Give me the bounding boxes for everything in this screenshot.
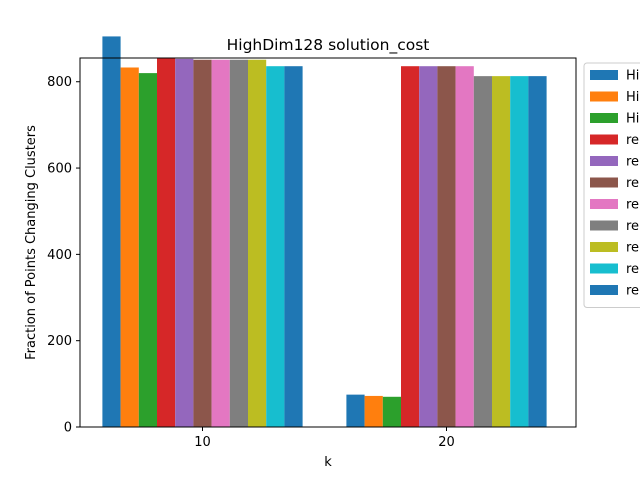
bar-series-9-k-10 [266, 66, 285, 427]
legend-swatch [590, 242, 618, 252]
bar-series-6-k-20 [455, 66, 474, 427]
x-tick-label: 10 [194, 435, 211, 450]
legend-label: Hi [626, 69, 639, 84]
bar-series-5-k-10 [193, 59, 212, 427]
legend-swatch [590, 263, 618, 274]
bar-series-3-k-20 [401, 66, 420, 427]
x-axis-ticks: 10 20 [194, 427, 455, 450]
chart-title: HighDim128 solution_cost [227, 36, 430, 55]
bar-series-6-k-10 [211, 59, 230, 427]
bar-series-2-k-10 [138, 73, 157, 428]
legend-label: re [626, 262, 639, 277]
legend-label: Hi [626, 112, 639, 127]
bar-series-4-k-20 [419, 66, 438, 427]
legend-label: re [626, 241, 639, 256]
bar-series-0-k-20 [346, 394, 365, 427]
legend-swatch [590, 285, 618, 295]
legend: Hi Hi Hi re re re re re re re re [583, 62, 640, 308]
legend-swatch [590, 177, 618, 188]
y-tick-label: 400 [47, 248, 72, 263]
bar-series-5-k-20 [437, 66, 456, 427]
legend-label: Hi [626, 90, 639, 105]
bar-series-8-k-20 [492, 76, 511, 427]
legend-swatch [590, 113, 618, 123]
bar-series-2-k-20 [382, 396, 401, 427]
legend-label: re [626, 284, 639, 299]
plot-area-frame [79, 57, 577, 428]
legend-label: re [626, 198, 639, 213]
bar-series-0-k-10 [102, 36, 121, 428]
bar-series-9-k-20 [510, 76, 529, 427]
y-tick-label: 800 [47, 75, 72, 90]
legend-label: re [626, 176, 639, 191]
legend-swatch [590, 156, 618, 166]
bar-series-10-k-10 [284, 66, 303, 427]
bar-series-10-k-20 [528, 76, 547, 427]
x-axis-label: k [324, 455, 332, 470]
legend-swatch [590, 91, 618, 102]
y-axis-ticks: 0 200 400 600 800 [47, 75, 80, 436]
legend-swatch [590, 220, 618, 231]
bar-series-1-k-20 [364, 395, 383, 427]
legend-swatch [590, 70, 618, 80]
bar-series-8-k-10 [248, 59, 267, 427]
bars-group [102, 36, 547, 428]
legend-swatch [590, 199, 618, 209]
bar-series-3-k-10 [157, 57, 176, 427]
x-tick-label: 20 [438, 435, 455, 450]
y-tick-label: 600 [47, 162, 72, 177]
bar-series-1-k-10 [120, 67, 139, 428]
bar-series-7-k-20 [473, 76, 492, 427]
y-tick-label: 0 [64, 421, 72, 436]
legend-label: re [626, 155, 639, 170]
legend-label: re [626, 133, 639, 148]
bar-series-4-k-10 [175, 58, 194, 428]
y-axis-label: Fraction of Points Changing Clusters [24, 125, 39, 360]
y-tick-label: 200 [47, 334, 72, 349]
legend-swatch [590, 134, 618, 145]
legend-label: re [626, 219, 639, 234]
bar-series-7-k-10 [229, 59, 248, 427]
